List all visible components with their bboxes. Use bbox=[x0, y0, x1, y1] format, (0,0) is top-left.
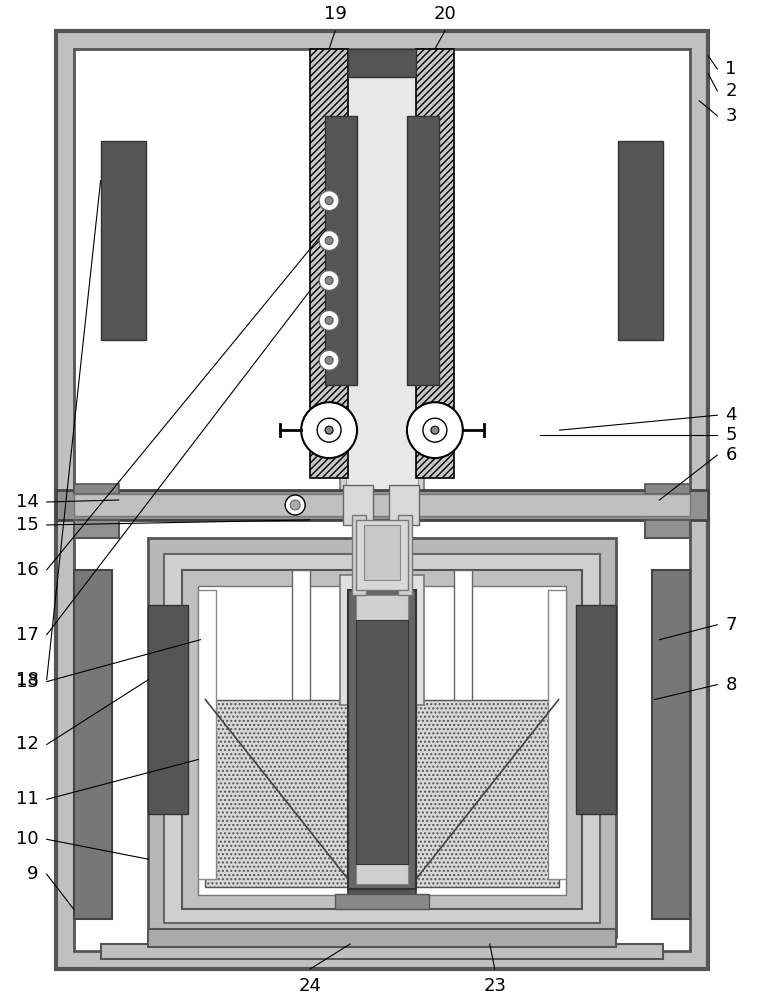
Bar bbox=[416, 49, 454, 478]
Bar bbox=[73, 484, 118, 494]
Text: 4: 4 bbox=[725, 406, 736, 424]
Bar bbox=[348, 879, 416, 899]
Bar bbox=[101, 141, 145, 340]
Text: 5: 5 bbox=[725, 426, 736, 444]
Bar bbox=[646, 484, 691, 494]
Bar bbox=[389, 485, 419, 525]
Text: 12: 12 bbox=[16, 735, 39, 753]
Bar bbox=[646, 520, 691, 538]
Text: 13: 13 bbox=[16, 673, 39, 691]
Bar bbox=[398, 515, 412, 595]
Text: 2: 2 bbox=[725, 82, 736, 100]
Bar bbox=[619, 141, 663, 340]
Text: 11: 11 bbox=[16, 790, 39, 808]
Bar bbox=[56, 490, 708, 520]
Text: 17: 17 bbox=[16, 626, 39, 644]
Bar bbox=[199, 590, 216, 879]
Circle shape bbox=[325, 356, 333, 364]
Bar bbox=[148, 605, 189, 814]
Bar bbox=[652, 570, 691, 919]
Circle shape bbox=[407, 402, 463, 458]
Bar bbox=[356, 520, 408, 590]
Bar bbox=[348, 590, 416, 889]
Circle shape bbox=[301, 402, 357, 458]
Text: 18: 18 bbox=[16, 671, 39, 689]
Text: 6: 6 bbox=[725, 446, 736, 464]
Text: 9: 9 bbox=[28, 865, 39, 883]
Text: 10: 10 bbox=[16, 830, 39, 848]
Bar bbox=[183, 570, 581, 909]
Bar bbox=[292, 570, 310, 700]
Circle shape bbox=[325, 426, 333, 434]
Circle shape bbox=[325, 316, 333, 324]
Text: 24: 24 bbox=[299, 977, 322, 995]
Bar bbox=[325, 116, 357, 385]
Circle shape bbox=[319, 270, 339, 290]
Bar bbox=[352, 515, 366, 595]
Text: 8: 8 bbox=[725, 676, 736, 694]
Circle shape bbox=[319, 310, 339, 330]
Circle shape bbox=[325, 197, 333, 205]
Circle shape bbox=[431, 426, 439, 434]
Bar bbox=[73, 49, 691, 951]
Bar bbox=[164, 554, 600, 923]
Bar bbox=[343, 485, 373, 525]
Bar bbox=[346, 53, 418, 512]
Bar bbox=[335, 894, 429, 909]
Text: 7: 7 bbox=[725, 616, 736, 634]
Bar bbox=[348, 49, 416, 77]
Text: 19: 19 bbox=[324, 5, 347, 23]
Circle shape bbox=[423, 418, 447, 442]
Bar bbox=[148, 929, 616, 947]
Bar bbox=[364, 525, 400, 580]
Text: 16: 16 bbox=[16, 561, 39, 579]
Bar bbox=[73, 494, 691, 516]
Bar bbox=[356, 595, 408, 884]
Circle shape bbox=[317, 418, 341, 442]
Text: 1: 1 bbox=[725, 60, 736, 78]
Bar bbox=[73, 570, 112, 919]
Bar bbox=[56, 31, 708, 969]
Circle shape bbox=[325, 237, 333, 245]
Circle shape bbox=[290, 500, 300, 510]
Circle shape bbox=[319, 191, 339, 211]
Text: 14: 14 bbox=[16, 493, 39, 511]
Bar bbox=[575, 605, 616, 814]
Bar bbox=[148, 538, 616, 937]
Circle shape bbox=[319, 231, 339, 251]
Bar bbox=[340, 49, 424, 518]
Bar bbox=[454, 570, 472, 700]
Bar bbox=[340, 575, 424, 705]
Bar bbox=[356, 620, 408, 864]
Bar bbox=[73, 520, 118, 538]
Text: 23: 23 bbox=[484, 977, 507, 995]
Text: 20: 20 bbox=[433, 5, 456, 23]
Text: 3: 3 bbox=[725, 107, 736, 125]
Circle shape bbox=[325, 276, 333, 284]
Bar bbox=[310, 49, 348, 478]
Bar bbox=[101, 944, 663, 959]
Bar bbox=[206, 700, 558, 887]
Bar bbox=[548, 590, 565, 879]
Circle shape bbox=[285, 495, 305, 515]
Bar bbox=[199, 586, 565, 895]
Bar bbox=[407, 116, 439, 385]
Circle shape bbox=[319, 350, 339, 370]
Text: 15: 15 bbox=[16, 516, 39, 534]
